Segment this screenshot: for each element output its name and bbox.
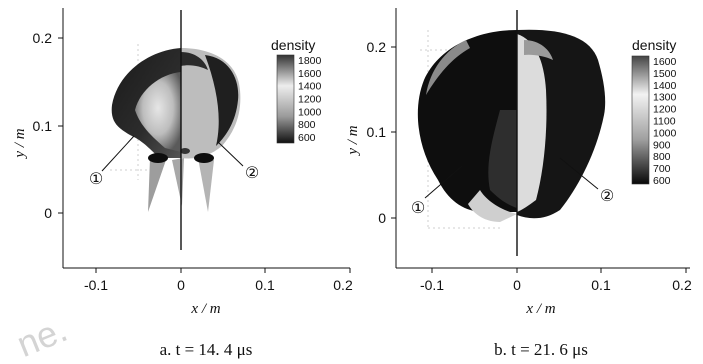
density-field-right-shell bbox=[205, 55, 239, 146]
colorbar-title: density bbox=[271, 37, 315, 53]
y-tick-label: 0 bbox=[44, 205, 52, 221]
marker-1: ① bbox=[411, 198, 425, 217]
panel-b: 0.2 0.1 0 y / m -0.1 0 0.1 0.2 x / m ① ②… bbox=[345, 8, 692, 359]
density-field-left-edge bbox=[426, 40, 470, 95]
x-tick-label: -0.1 bbox=[84, 277, 108, 293]
colorbar bbox=[631, 55, 650, 185]
jet-right bbox=[198, 158, 214, 212]
dark-knot bbox=[148, 153, 168, 163]
dark-knot bbox=[180, 148, 190, 154]
panel-a-caption: a. t = 14. 4 μs bbox=[160, 340, 253, 359]
colorbar-tick-label: 1800 bbox=[298, 55, 322, 67]
y-axis-label: y / m bbox=[345, 125, 361, 156]
jet-center-left bbox=[172, 158, 184, 206]
y-tick-label: 0.2 bbox=[33, 30, 53, 46]
marker-1: ① bbox=[89, 169, 103, 188]
colorbar-tick-label: 700 bbox=[653, 163, 671, 175]
panel-a: 0.2 0.1 0 y / m -0.1 0 0.1 0.2 x / m bbox=[12, 8, 353, 359]
colorbar-tick-label: 1200 bbox=[653, 104, 677, 116]
y-tick-label: 0.2 bbox=[367, 39, 387, 55]
colorbar-tick-label: 1300 bbox=[653, 92, 677, 104]
marker-1-leader bbox=[424, 165, 463, 199]
watermark-text: ne. bbox=[11, 308, 73, 364]
density-field-right-top bbox=[181, 52, 208, 70]
colorbar-tick-label: 1200 bbox=[298, 94, 322, 106]
x-axis-label: x / m bbox=[525, 301, 555, 317]
colorbar-tick-label: 600 bbox=[298, 132, 316, 144]
colorbar-tick-label: 1100 bbox=[653, 116, 676, 128]
colorbar-tick-label: 1600 bbox=[653, 56, 677, 68]
colorbar-tick-label: 800 bbox=[298, 119, 316, 131]
colorbar-tick-label: 1500 bbox=[653, 68, 677, 80]
x-tick-label: 0.1 bbox=[255, 277, 275, 293]
density-field-left-core bbox=[488, 110, 517, 208]
x-tick-label: 0.2 bbox=[333, 277, 353, 293]
marker-2: ② bbox=[245, 163, 259, 182]
colorbar-tick-label: 1000 bbox=[298, 106, 322, 118]
colorbar-tick-label: 1400 bbox=[653, 80, 677, 92]
colorbar-tick-label: 1600 bbox=[298, 68, 322, 80]
colorbar-tick-label: 800 bbox=[653, 151, 671, 163]
marker-2-leader bbox=[559, 157, 599, 190]
colorbar-tick-label: 600 bbox=[653, 175, 671, 187]
jet-left bbox=[148, 158, 166, 212]
y-tick-label: 0 bbox=[378, 210, 386, 226]
y-axis-label: y / m bbox=[12, 128, 28, 159]
density-field-right-top bbox=[524, 40, 553, 60]
y-tick-label: 0.1 bbox=[367, 124, 387, 140]
marker-1-leader bbox=[101, 135, 135, 172]
x-tick-label: 0 bbox=[513, 277, 521, 293]
x-axis-label: x / m bbox=[190, 301, 220, 317]
x-tick-label: 0 bbox=[177, 277, 185, 293]
marker-2-leader bbox=[217, 141, 244, 167]
colorbar-tick-label: 1000 bbox=[653, 127, 677, 139]
x-tick-label: 0.2 bbox=[672, 277, 692, 293]
density-field-left-base bbox=[468, 190, 517, 222]
density-field-left-core bbox=[135, 72, 181, 152]
x-tick-label: -0.1 bbox=[420, 277, 444, 293]
colorbar bbox=[276, 54, 295, 144]
colorbar-tick-label: 900 bbox=[653, 139, 671, 151]
dark-knot bbox=[194, 153, 214, 163]
x-tick-label: 0.1 bbox=[591, 277, 611, 293]
panel-b-caption: b. t = 21. 6 μs bbox=[494, 340, 588, 359]
colorbar-title: density bbox=[632, 37, 676, 53]
y-tick-label: 0.1 bbox=[33, 118, 53, 134]
marker-2: ② bbox=[600, 186, 614, 205]
colorbar-tick-label: 1400 bbox=[298, 81, 322, 93]
density-field-right-core bbox=[517, 34, 547, 212]
